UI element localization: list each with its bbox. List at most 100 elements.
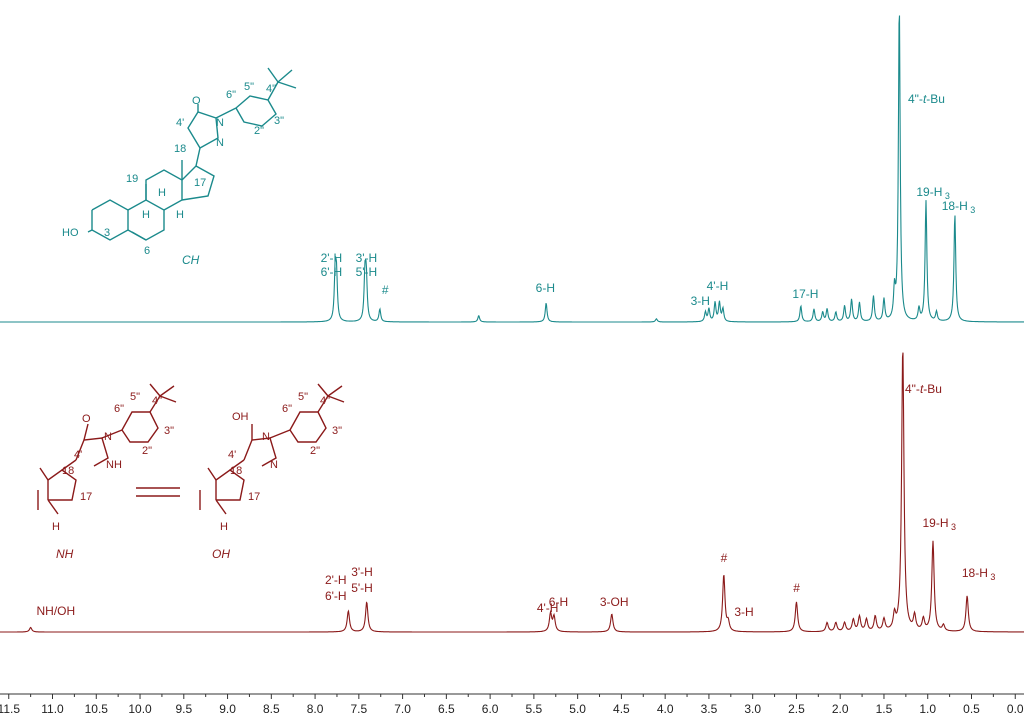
x-tick-label-20: 1.5	[876, 702, 893, 716]
oh-atom-2dprime: 2"	[310, 445, 320, 457]
atom-2dprime: 2"	[254, 125, 264, 137]
atom-3: 3	[104, 227, 110, 239]
x-tick-label-13: 5.0	[569, 702, 586, 716]
annotation-layer: 2'-H 6'-H3'-H 5'-H# 6-H3-H4'-H17-H19-H 318-…	[37, 92, 996, 619]
x-tick-label-6: 8.5	[263, 702, 280, 716]
x-tick-label-23: 0.0	[1007, 702, 1024, 716]
atom-h2: H	[142, 209, 150, 221]
atom-ho: HO	[62, 227, 79, 239]
annotation-top-2: #	[382, 283, 389, 297]
atom-19: 19	[126, 173, 138, 185]
x-tick-label-18: 2.5	[788, 702, 805, 716]
x-axis: 11.5 11.0 10.5 10.0 9.5 9.0 8.5 8.0 7.5 7.0 6.5 6.0…	[0, 693, 1024, 716]
x-tick-label-12: 5.5	[526, 702, 543, 716]
x-tick-label-5: 9.0	[219, 702, 236, 716]
atom-4dprime: 4"	[266, 83, 276, 95]
x-tick-label-1: 11.0	[41, 702, 64, 716]
tautomer-name-nh: NH	[56, 547, 74, 561]
oh-atom-oh: OH	[232, 411, 249, 423]
annotation-top-1: 3'-H 5'-H	[356, 251, 378, 279]
annotation-top-7: 19-H 3	[916, 185, 950, 201]
x-tick-label-19: 2.0	[832, 702, 849, 716]
atom-6: 6	[144, 245, 150, 257]
atom-h1: H	[158, 187, 166, 199]
annotation-bottom-1: 2'-H 6'-H	[325, 573, 347, 603]
spectrum-line-bottom	[0, 352, 1024, 633]
atom-18: 18	[174, 143, 186, 155]
x-tick-label-22: 0.5	[963, 702, 980, 716]
oh-atom-n2: N	[270, 459, 278, 471]
annotation-bottom-3: 4'-H	[537, 601, 559, 615]
annotation-top-4: 3-H	[691, 294, 710, 308]
x-tick-label-8: 7.5	[350, 702, 367, 716]
x-tick-label-11: 6.0	[482, 702, 499, 716]
oh-atom-6dprime: 6"	[282, 403, 292, 415]
oh-atom-3dprime: 3"	[332, 425, 342, 437]
atom-17: 17	[194, 177, 206, 189]
annotation-bottom-7: 3-H	[734, 605, 753, 619]
x-tick-label-7: 8.0	[307, 702, 324, 716]
x-tick-label-9: 7.0	[394, 702, 411, 716]
annotation-bottom-11: 4"-t-Bu	[905, 382, 942, 396]
bottom-structure-labels: O N NH 4' 18 17 H 2" 3" 4" 5" 6" OH N N …	[52, 391, 342, 561]
x-tick-label-21: 1.0	[919, 702, 936, 716]
nh-atom-6dprime: 6"	[114, 403, 124, 415]
x-tick-label-0: 11.5	[0, 702, 20, 716]
annotation-bottom-5: 3-OH	[600, 595, 629, 609]
nh-atom-4dprime: 4"	[152, 395, 162, 407]
nh-atom-o: O	[82, 413, 91, 425]
annotation-top-5: 4'-H	[707, 279, 729, 293]
oh-atom-5dprime: 5"	[298, 391, 308, 403]
oh-atom-4dprime: 4"	[320, 395, 330, 407]
annotation-bottom-6: #	[721, 551, 728, 565]
oh-atom-n1: N	[262, 431, 270, 443]
nh-atom-4prime: 4'	[74, 449, 82, 461]
atom-h3: H	[176, 209, 184, 221]
x-tick-label-4: 9.5	[175, 702, 192, 716]
nh-atom-18: 18	[62, 465, 74, 477]
oh-atom-h: H	[220, 521, 228, 533]
x-tick-label-2: 10.5	[85, 702, 109, 716]
atom-4prime: 4'	[176, 117, 184, 129]
atom-n1: N	[216, 117, 224, 129]
top-structure	[87, 67, 297, 241]
spectra-layer	[0, 15, 1024, 633]
nh-atom-5dprime: 5"	[130, 391, 140, 403]
atom-3dprime: 3"	[274, 115, 284, 127]
annotation-top-3: 6-H	[536, 281, 555, 295]
x-tick-label-17: 3.0	[744, 702, 761, 716]
top-structure-labels: HO 19 18 17 3 6 H H H O N N 4' 2" 3" 4" …	[62, 81, 284, 267]
bottom-structures	[37, 383, 345, 515]
nh-atom-n: N	[104, 431, 112, 443]
atom-5dprime: 5"	[244, 81, 254, 93]
atom-o: O	[192, 95, 201, 107]
annotation-bottom-10: 18-H 3	[962, 566, 996, 582]
x-tick-label-15: 4.0	[657, 702, 674, 716]
x-tick-label-10: 6.5	[438, 702, 455, 716]
oh-atom-4prime: 4'	[228, 449, 236, 461]
structure-title-ch: CH	[182, 253, 200, 267]
annotation-bottom-9: 19-H 3	[922, 516, 956, 532]
x-tick-label-3: 10.0	[128, 702, 152, 716]
oh-atom-17: 17	[248, 491, 260, 503]
annotation-top-9: 4"-t-Bu	[908, 92, 945, 106]
nh-atom-17: 17	[80, 491, 92, 503]
annotation-bottom-8: #	[793, 581, 800, 595]
nh-atom-3dprime: 3"	[164, 425, 174, 437]
atom-n2: N	[216, 137, 224, 149]
nh-atom-h: H	[52, 521, 60, 533]
atom-6dprime: 6"	[226, 89, 236, 101]
annotation-top-0: 2'-H 6'-H	[321, 251, 343, 279]
annotation-top-8: 18-H 3	[942, 199, 976, 215]
x-tick-label-14: 4.5	[613, 702, 630, 716]
spectrum-line-top	[0, 15, 1024, 323]
x-tick-label-16: 3.5	[701, 702, 718, 716]
nh-atom-2dprime: 2"	[142, 445, 152, 457]
tautomer-name-oh: OH	[212, 547, 230, 561]
oh-atom-18: 18	[230, 465, 242, 477]
annotation-bottom-0: NH/OH	[37, 604, 76, 618]
annotation-bottom-2: 3'-H 5'-H	[351, 565, 373, 595]
annotation-top-6: 17-H	[792, 287, 818, 301]
annotation-bottom-4: 6-H	[549, 595, 568, 609]
